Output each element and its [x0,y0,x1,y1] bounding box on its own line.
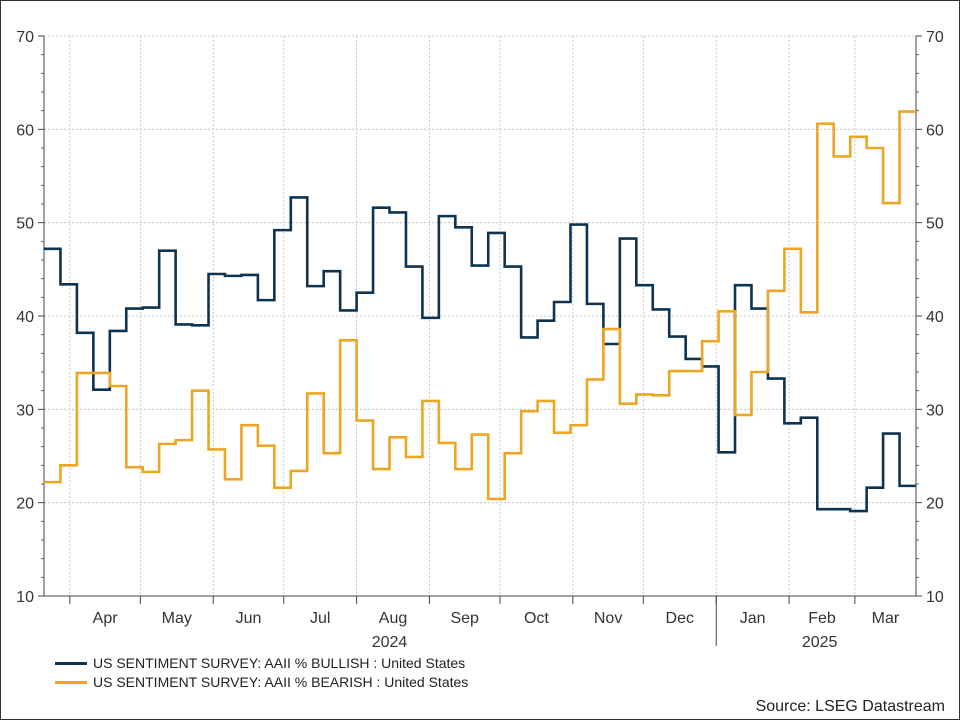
y-tick-label-left-20: 20 [16,496,34,513]
y-tick-label-left-50: 50 [16,216,34,233]
y-tick-label-left-40: 40 [16,309,34,326]
series-line-bullish [44,196,916,513]
series-layer [44,110,916,513]
x-tick-label-jun: Jun [236,610,262,627]
y-tick-label-right-20: 20 [926,496,944,513]
x-year-label-2024: 2024 [372,634,408,651]
legend-swatch-bearish [55,680,87,684]
axis-layer [38,35,922,646]
y-tick-label-left-30: 30 [16,402,34,419]
x-tick-label-apr: Apr [93,610,119,627]
y-tick-label-left-10: 10 [16,589,34,606]
x-tick-label-may: May [162,610,192,627]
x-tick-label-jan: Jan [740,610,766,627]
x-tick-label-sep: Sep [450,610,479,627]
x-tick-label-nov: Nov [594,610,622,627]
x-tick-label-oct: Oct [524,610,549,627]
x-tick-label-mar: Mar [872,610,900,627]
x-tick-label-aug: Aug [379,610,407,627]
y-tick-label-right-40: 40 [926,309,944,326]
y-tick-label-left-60: 60 [16,122,34,139]
legend-label-bearish: US SENTIMENT SURVEY: AAII % BEARISH : Un… [93,674,469,690]
legend-item-bullish: US SENTIMENT SURVEY: AAII % BULLISH : Un… [55,654,465,672]
grid-layer [44,35,916,597]
y-tick-label-right-70: 70 [926,29,944,46]
y-tick-label-right-30: 30 [926,402,944,419]
y-tick-label-left-70: 70 [16,29,34,46]
legend-label-bullish: US SENTIMENT SURVEY: AAII % BULLISH : Un… [93,655,466,671]
x-tick-label-dec: Dec [666,610,694,627]
y-tick-label-right-10: 10 [926,589,944,606]
y-tick-label-right-60: 60 [926,122,944,139]
x-year-label-2025: 2025 [802,634,838,651]
y-tick-label-right-50: 50 [926,216,944,233]
x-tick-label-feb: Feb [808,610,836,627]
legend-swatch-bullish [55,661,87,665]
tick-label-layer: 10 10 20 20 30 30 40 40 50 50 60 60 70 70 Apr May Jun Jul… [16,29,944,651]
legend-item-bearish: US SENTIMENT SURVEY: AAII % BEARISH : Un… [55,673,468,691]
x-tick-label-jul: Jul [310,610,330,627]
source-note: Source: LSEG Datastream [755,698,945,715]
series-line-bearish [44,110,916,501]
